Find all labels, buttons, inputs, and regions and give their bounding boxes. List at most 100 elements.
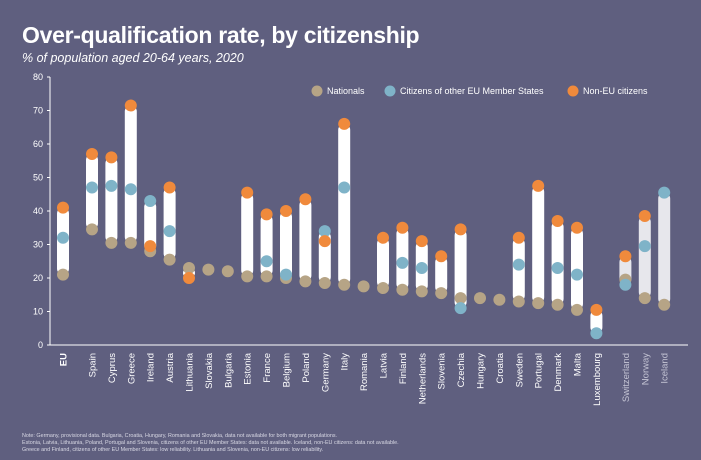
x-tick-label: Czechia (456, 352, 467, 387)
x-tick-label: Italy (340, 353, 351, 371)
legend-item: Citizens of other EU Member States (384, 85, 544, 97)
category-group: Poland (299, 193, 312, 383)
category-group: Romania (357, 280, 370, 391)
dot-eu (105, 179, 118, 192)
range-bar (338, 123, 351, 285)
x-tick-label: Romania (359, 352, 370, 391)
dot-noneu (571, 221, 583, 234)
category-group: Czechia (454, 223, 467, 387)
dot-eu (57, 231, 69, 244)
dot-noneu (183, 272, 195, 284)
footnote-line-1: Note: Germany, provisional data. Bulgari… (22, 433, 338, 439)
legend-item: Nationals (311, 85, 365, 97)
range-bar (454, 229, 467, 309)
dot-noneu (144, 240, 157, 253)
footnote-line-3: Greece and Finland, citizens of other EU… (22, 447, 324, 453)
legend-label: Non-EU citizens (583, 86, 648, 96)
dot-eu (260, 255, 273, 268)
dot-noneu (260, 208, 273, 221)
category-group: Austria (163, 181, 176, 383)
category-group: Denmark (551, 215, 564, 392)
dot-eu (551, 261, 564, 274)
category-group: Finland (396, 221, 409, 384)
legend-swatch (567, 85, 579, 97)
y-tick-label: 0 (38, 340, 43, 350)
dot-eu (86, 181, 98, 194)
legend-swatch (311, 85, 323, 97)
x-tick-label: Norway (640, 353, 651, 385)
x-tick-label: Malta (573, 352, 584, 376)
legend-swatch (384, 85, 396, 97)
dot-eu (415, 261, 428, 274)
dot-nationals (318, 277, 331, 290)
x-tick-label: Estonia (243, 352, 254, 384)
dot-eu (619, 278, 632, 291)
category-group: Cyprus (105, 151, 118, 383)
dot-nationals (338, 278, 351, 291)
dot-nationals (377, 282, 389, 295)
x-tick-label: Cyprus (107, 353, 118, 383)
x-tick-label: Bulgaria (223, 352, 234, 388)
dot-nationals (493, 293, 506, 306)
dot-noneu (299, 193, 312, 206)
category-group: Slovenia (435, 250, 448, 389)
dot-eu (638, 240, 651, 253)
dot-eu (512, 258, 525, 271)
dot-noneu (163, 181, 176, 194)
dot-noneu (396, 221, 409, 234)
range-bar (590, 309, 603, 334)
category-group: Belgium (280, 205, 293, 387)
y-tick-label: 20 (33, 273, 43, 283)
dot-nationals (454, 292, 467, 305)
range-bar (105, 157, 118, 243)
range-bar (532, 185, 545, 304)
category-group: Croatia (493, 293, 506, 384)
dot-nationals (474, 292, 486, 305)
dot-eu (318, 225, 331, 238)
dot-nationals (532, 297, 545, 310)
dot-noneu (435, 250, 448, 263)
x-tick-label: Slovenia (437, 352, 448, 389)
category-group: Germany (318, 225, 331, 392)
legend-label: Citizens of other EU Member States (400, 86, 544, 96)
dot-noneu (57, 201, 69, 214)
category-group: Luxembourg (590, 303, 603, 406)
x-tick-label: Denmark (553, 353, 564, 392)
footnote-line-2: Estonia, Latvia, Lithuania, Poland, Port… (22, 440, 399, 446)
dot-nationals (57, 268, 69, 281)
category-group: Greece (124, 99, 137, 384)
dot-eu (144, 194, 157, 207)
legend-label: Nationals (327, 86, 365, 96)
dot-nationals (357, 280, 370, 293)
range-bar (280, 211, 292, 278)
range-bar (299, 199, 312, 282)
x-tick-label: Iceland (660, 353, 671, 384)
dot-nationals (638, 292, 651, 305)
category-group: Norway (638, 210, 651, 385)
dot-noneu (241, 186, 254, 199)
category-group: Ireland (144, 194, 157, 382)
dot-eu (338, 181, 351, 194)
x-tick-label: Sweden (514, 353, 525, 387)
range-bar (658, 192, 671, 305)
category-group: Malta (571, 221, 584, 376)
x-tick-label: Greece (126, 353, 137, 384)
y-tick-label: 70 (33, 106, 43, 116)
dot-nationals (512, 295, 525, 308)
category-group: Slovakia (202, 263, 215, 389)
dot-noneu (280, 205, 292, 217)
range-bar (377, 237, 389, 289)
dot-noneu (512, 231, 525, 244)
dot-noneu (415, 235, 428, 248)
x-tick-label: Germany (320, 353, 331, 392)
chart-title: Over-qualification rate, by citizenship (22, 22, 420, 48)
dot-eu (658, 186, 671, 199)
dot-noneu (619, 250, 632, 263)
dot-nationals (551, 298, 564, 311)
range-bar (144, 200, 157, 252)
category-group: Switzerland (619, 250, 632, 402)
dot-noneu (377, 231, 389, 244)
category-group: Iceland (658, 186, 671, 384)
x-tick-label: Switzerland (621, 353, 632, 402)
